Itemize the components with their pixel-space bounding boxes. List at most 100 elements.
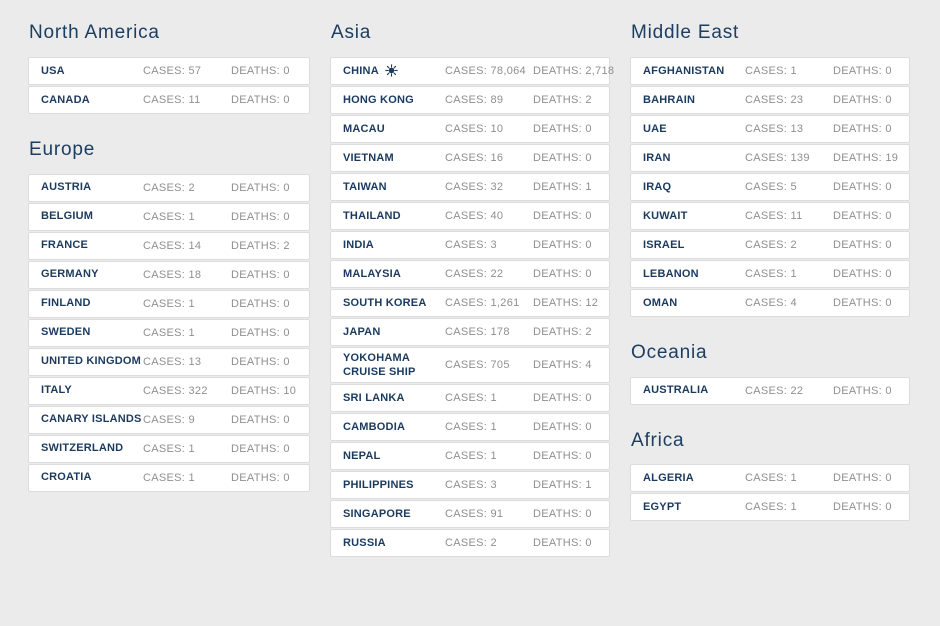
region-card: AUSTRALIA CASES: 22 DEATHS: 0 bbox=[630, 376, 910, 405]
country-row: HONG KONG CASES: 89 DEATHS: 2 bbox=[330, 85, 610, 114]
country-name-label: ALGERIA bbox=[643, 472, 694, 485]
deaths-value: DEATHS: 2 bbox=[231, 239, 290, 252]
country-row: TAIWAN CASES: 32 DEATHS: 1 bbox=[330, 172, 610, 201]
country-row: ISRAEL CASES: 2 DEATHS: 0 bbox=[630, 230, 910, 259]
deaths-value: DEATHS: 4 bbox=[533, 359, 592, 372]
region-section: Africa ALGERIA CASES: 1 DEATHS: 0 EGYPT CASES… bbox=[630, 430, 910, 522]
country-name-label: IRAQ bbox=[643, 180, 672, 193]
country-name-label: TAIWAN bbox=[343, 180, 387, 193]
country-row: CAMBODIA CASES: 1 DEATHS: 0 bbox=[330, 413, 610, 442]
cases-value: CASES: 78,064 bbox=[445, 64, 526, 77]
country-name: VIETNAM bbox=[343, 151, 445, 165]
region-section: Asia CHINA CASES: 78,064 DEATHS: 2,718 HONG … bbox=[330, 22, 614, 558]
deaths-value: DEATHS: 0 bbox=[231, 326, 290, 339]
deaths-value: DEATHS: 0 bbox=[231, 471, 290, 484]
cases-value: CASES: 22 bbox=[745, 384, 804, 397]
deaths-value: DEATHS: 0 bbox=[533, 122, 592, 135]
cases-value: CASES: 1 bbox=[143, 326, 195, 339]
region-title: Middle East bbox=[631, 22, 740, 43]
deaths-value: DEATHS: 0 bbox=[533, 450, 592, 463]
country-name-label: NEPAL bbox=[343, 450, 381, 463]
country-name: AUSTRALIA bbox=[643, 383, 745, 397]
cases-value: CASES: 2 bbox=[745, 238, 797, 251]
country-name: USA bbox=[41, 64, 143, 78]
country-name: NEPAL bbox=[343, 449, 445, 463]
country-name-label: THAILAND bbox=[343, 209, 401, 222]
country-name-label: EGYPT bbox=[643, 501, 682, 514]
country-name: BELGIUM bbox=[41, 209, 143, 223]
country-name: LEBANON bbox=[643, 267, 745, 281]
cases-value: CASES: 18 bbox=[143, 268, 202, 281]
country-row: IRAQ CASES: 5 DEATHS: 0 bbox=[630, 172, 910, 201]
deaths-value: DEATHS: 0 bbox=[833, 122, 892, 135]
deaths-value: DEATHS: 19 bbox=[833, 151, 899, 164]
country-row: PHILIPPINES CASES: 3 DEATHS: 1 bbox=[330, 471, 610, 500]
country-row: SINGAPORE CASES: 91 DEATHS: 0 bbox=[330, 500, 610, 529]
country-name-label: SWEDEN bbox=[41, 326, 91, 339]
country-name-label: AFGHANISTAN bbox=[643, 64, 725, 77]
cases-value: CASES: 14 bbox=[143, 239, 202, 252]
country-row: CROATIA CASES: 1 DEATHS: 0 bbox=[28, 463, 310, 492]
country-name-label: VIETNAM bbox=[343, 151, 394, 164]
country-name: BAHRAIN bbox=[643, 93, 745, 107]
cases-value: CASES: 2 bbox=[445, 537, 497, 550]
country-name-label: CANARY ISLANDS bbox=[41, 413, 142, 426]
cases-value: CASES: 89 bbox=[445, 93, 504, 106]
country-row: AUSTRALIA CASES: 22 DEATHS: 0 bbox=[630, 376, 910, 405]
deaths-value: DEATHS: 0 bbox=[231, 413, 290, 426]
deaths-value: DEATHS: 0 bbox=[231, 355, 290, 368]
region-card: USA CASES: 57 DEATHS: 0 CANADA CASES: 11 DEAT… bbox=[28, 56, 310, 114]
region-section: Oceania AUSTRALIA CASES: 22 DEATHS: 0 bbox=[630, 342, 910, 405]
cases-value: CASES: 1 bbox=[143, 442, 195, 455]
country-name-label: MALAYSIA bbox=[343, 267, 402, 280]
country-row: UNITED KINGDOM CASES: 13 DEATHS: 0 bbox=[28, 347, 310, 376]
deaths-value: DEATHS: 0 bbox=[231, 297, 290, 310]
country-name-label: LEBANON bbox=[643, 267, 699, 280]
cases-value: CASES: 3 bbox=[445, 479, 497, 492]
country-name: AUSTRIA bbox=[41, 180, 143, 194]
deaths-value: DEATHS: 0 bbox=[533, 537, 592, 550]
cases-value: CASES: 40 bbox=[445, 209, 504, 222]
cases-value: CASES: 13 bbox=[745, 122, 804, 135]
country-name: PHILIPPINES bbox=[343, 478, 445, 492]
cases-value: CASES: 1 bbox=[445, 421, 497, 434]
country-name: CANADA bbox=[41, 93, 143, 107]
cases-value: CASES: 11 bbox=[745, 209, 803, 222]
country-name-label: SOUTH KOREA bbox=[343, 296, 427, 309]
country-row: SWEDEN CASES: 1 DEATHS: 0 bbox=[28, 318, 310, 347]
deaths-value: DEATHS: 0 bbox=[833, 64, 892, 77]
country-name-label: INDIA bbox=[343, 238, 374, 251]
cases-value: CASES: 13 bbox=[143, 355, 202, 368]
country-row: USA CASES: 57 DEATHS: 0 bbox=[28, 56, 310, 85]
country-name: SINGAPORE bbox=[343, 507, 445, 521]
column-left: North America USA CASES: 57 DEATHS: 0 CANADA… bbox=[28, 22, 310, 582]
country-row: OMAN CASES: 4 DEATHS: 0 bbox=[630, 288, 910, 317]
country-name: IRAN bbox=[643, 151, 745, 165]
virus-icon bbox=[385, 64, 398, 77]
cases-value: CASES: 139 bbox=[745, 151, 810, 164]
region-card: CHINA CASES: 78,064 DEATHS: 2,718 HONG KONG… bbox=[330, 56, 614, 558]
region-section: North America USA CASES: 57 DEATHS: 0 CANADA… bbox=[28, 22, 310, 114]
deaths-value: DEATHS: 0 bbox=[833, 180, 892, 193]
deaths-value: DEATHS: 0 bbox=[533, 392, 592, 405]
cases-value: CASES: 3 bbox=[445, 238, 497, 251]
cases-value: CASES: 4 bbox=[745, 296, 797, 309]
cases-value: CASES: 1 bbox=[445, 450, 497, 463]
country-name-label: IRAN bbox=[643, 151, 671, 164]
deaths-value: DEATHS: 0 bbox=[231, 210, 290, 223]
deaths-value: DEATHS: 0 bbox=[231, 181, 290, 194]
region-title: Africa bbox=[631, 429, 685, 451]
country-name: ALGERIA bbox=[643, 471, 745, 485]
country-name-label: GERMANY bbox=[41, 268, 99, 281]
country-name-label: ISRAEL bbox=[643, 238, 685, 251]
country-name: SOUTH KOREA bbox=[343, 296, 445, 310]
country-name: CROATIA bbox=[41, 470, 143, 484]
deaths-value: DEATHS: 0 bbox=[231, 268, 290, 281]
country-name-label: UAE bbox=[643, 122, 667, 135]
country-name-label: SRI LANKA bbox=[343, 392, 405, 405]
country-name-label: CANADA bbox=[41, 93, 90, 106]
cases-value: CASES: 322 bbox=[143, 384, 208, 397]
country-name: FRANCE bbox=[41, 238, 143, 252]
country-name-label: USA bbox=[41, 64, 65, 77]
